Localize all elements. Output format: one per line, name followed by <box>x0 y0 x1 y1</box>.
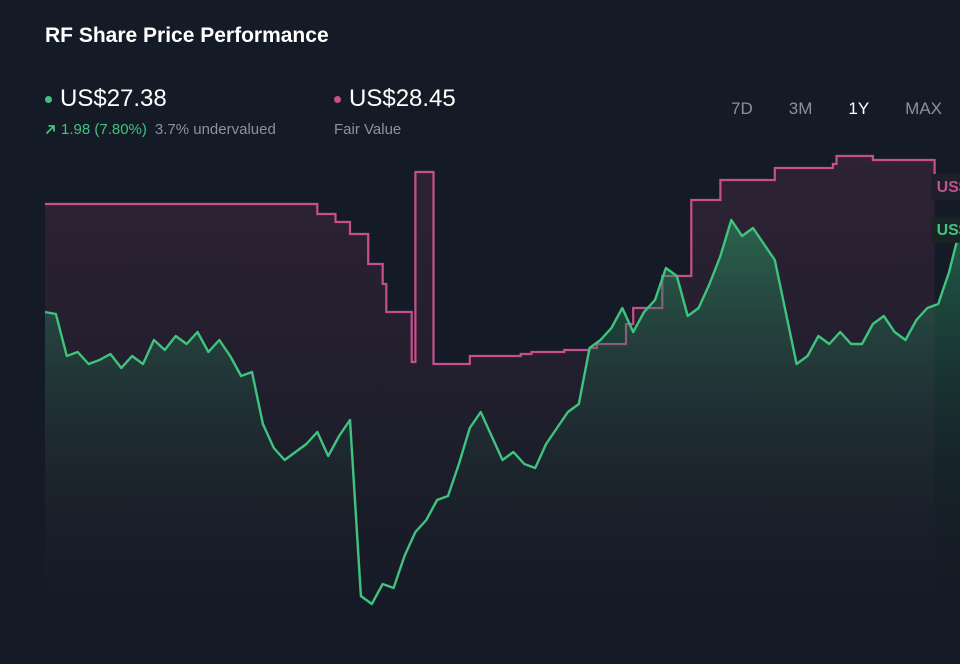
fair-value-block: US$28.45 Fair Value <box>334 85 456 138</box>
share-price-block: US$27.38 1.98 (7.80%) 3.7% undervalued <box>45 85 276 138</box>
fair-value-label: Fair Value <box>334 121 402 138</box>
share-price-dot-icon <box>45 95 52 103</box>
share-price-value: US$27.38 <box>60 85 167 112</box>
fair-value-value: US$28.45 <box>349 85 456 112</box>
share-price-tag-bg <box>931 216 960 243</box>
tab-3m[interactable]: 3M <box>788 99 813 118</box>
price-change: 1.98 (7.80%) <box>45 121 147 138</box>
fair-value-line <box>45 154 936 366</box>
share-price-area <box>45 220 960 604</box>
share-price-line <box>44 218 960 606</box>
share-price-change-row: 1.98 (7.80%) 3.7% undervalued <box>45 121 276 138</box>
tab-7d[interactable]: 7D <box>731 99 753 118</box>
tab-max[interactable]: MAX <box>905 99 942 118</box>
period-tabs: 7D 3M 1Y MAX <box>695 99 942 119</box>
arrow-up-right-icon <box>45 125 55 135</box>
fair-value-tag-bg <box>931 174 960 200</box>
valuation-text: 3.7% undervalued <box>154 121 276 138</box>
tab-1y[interactable]: 1Y <box>848 99 870 118</box>
fair-value-row: US$28.45 <box>334 85 456 113</box>
share-price-value-row: US$27.38 <box>45 85 276 113</box>
share-price-end-label: US$27.38 <box>937 222 960 239</box>
fair-value-dot-icon <box>334 95 341 103</box>
chart-title: RF Share Price Performance <box>45 24 329 47</box>
fair-value-end-label: US$28.45 <box>937 179 960 196</box>
price-change-text: 1.98 (7.80%) <box>61 121 147 138</box>
